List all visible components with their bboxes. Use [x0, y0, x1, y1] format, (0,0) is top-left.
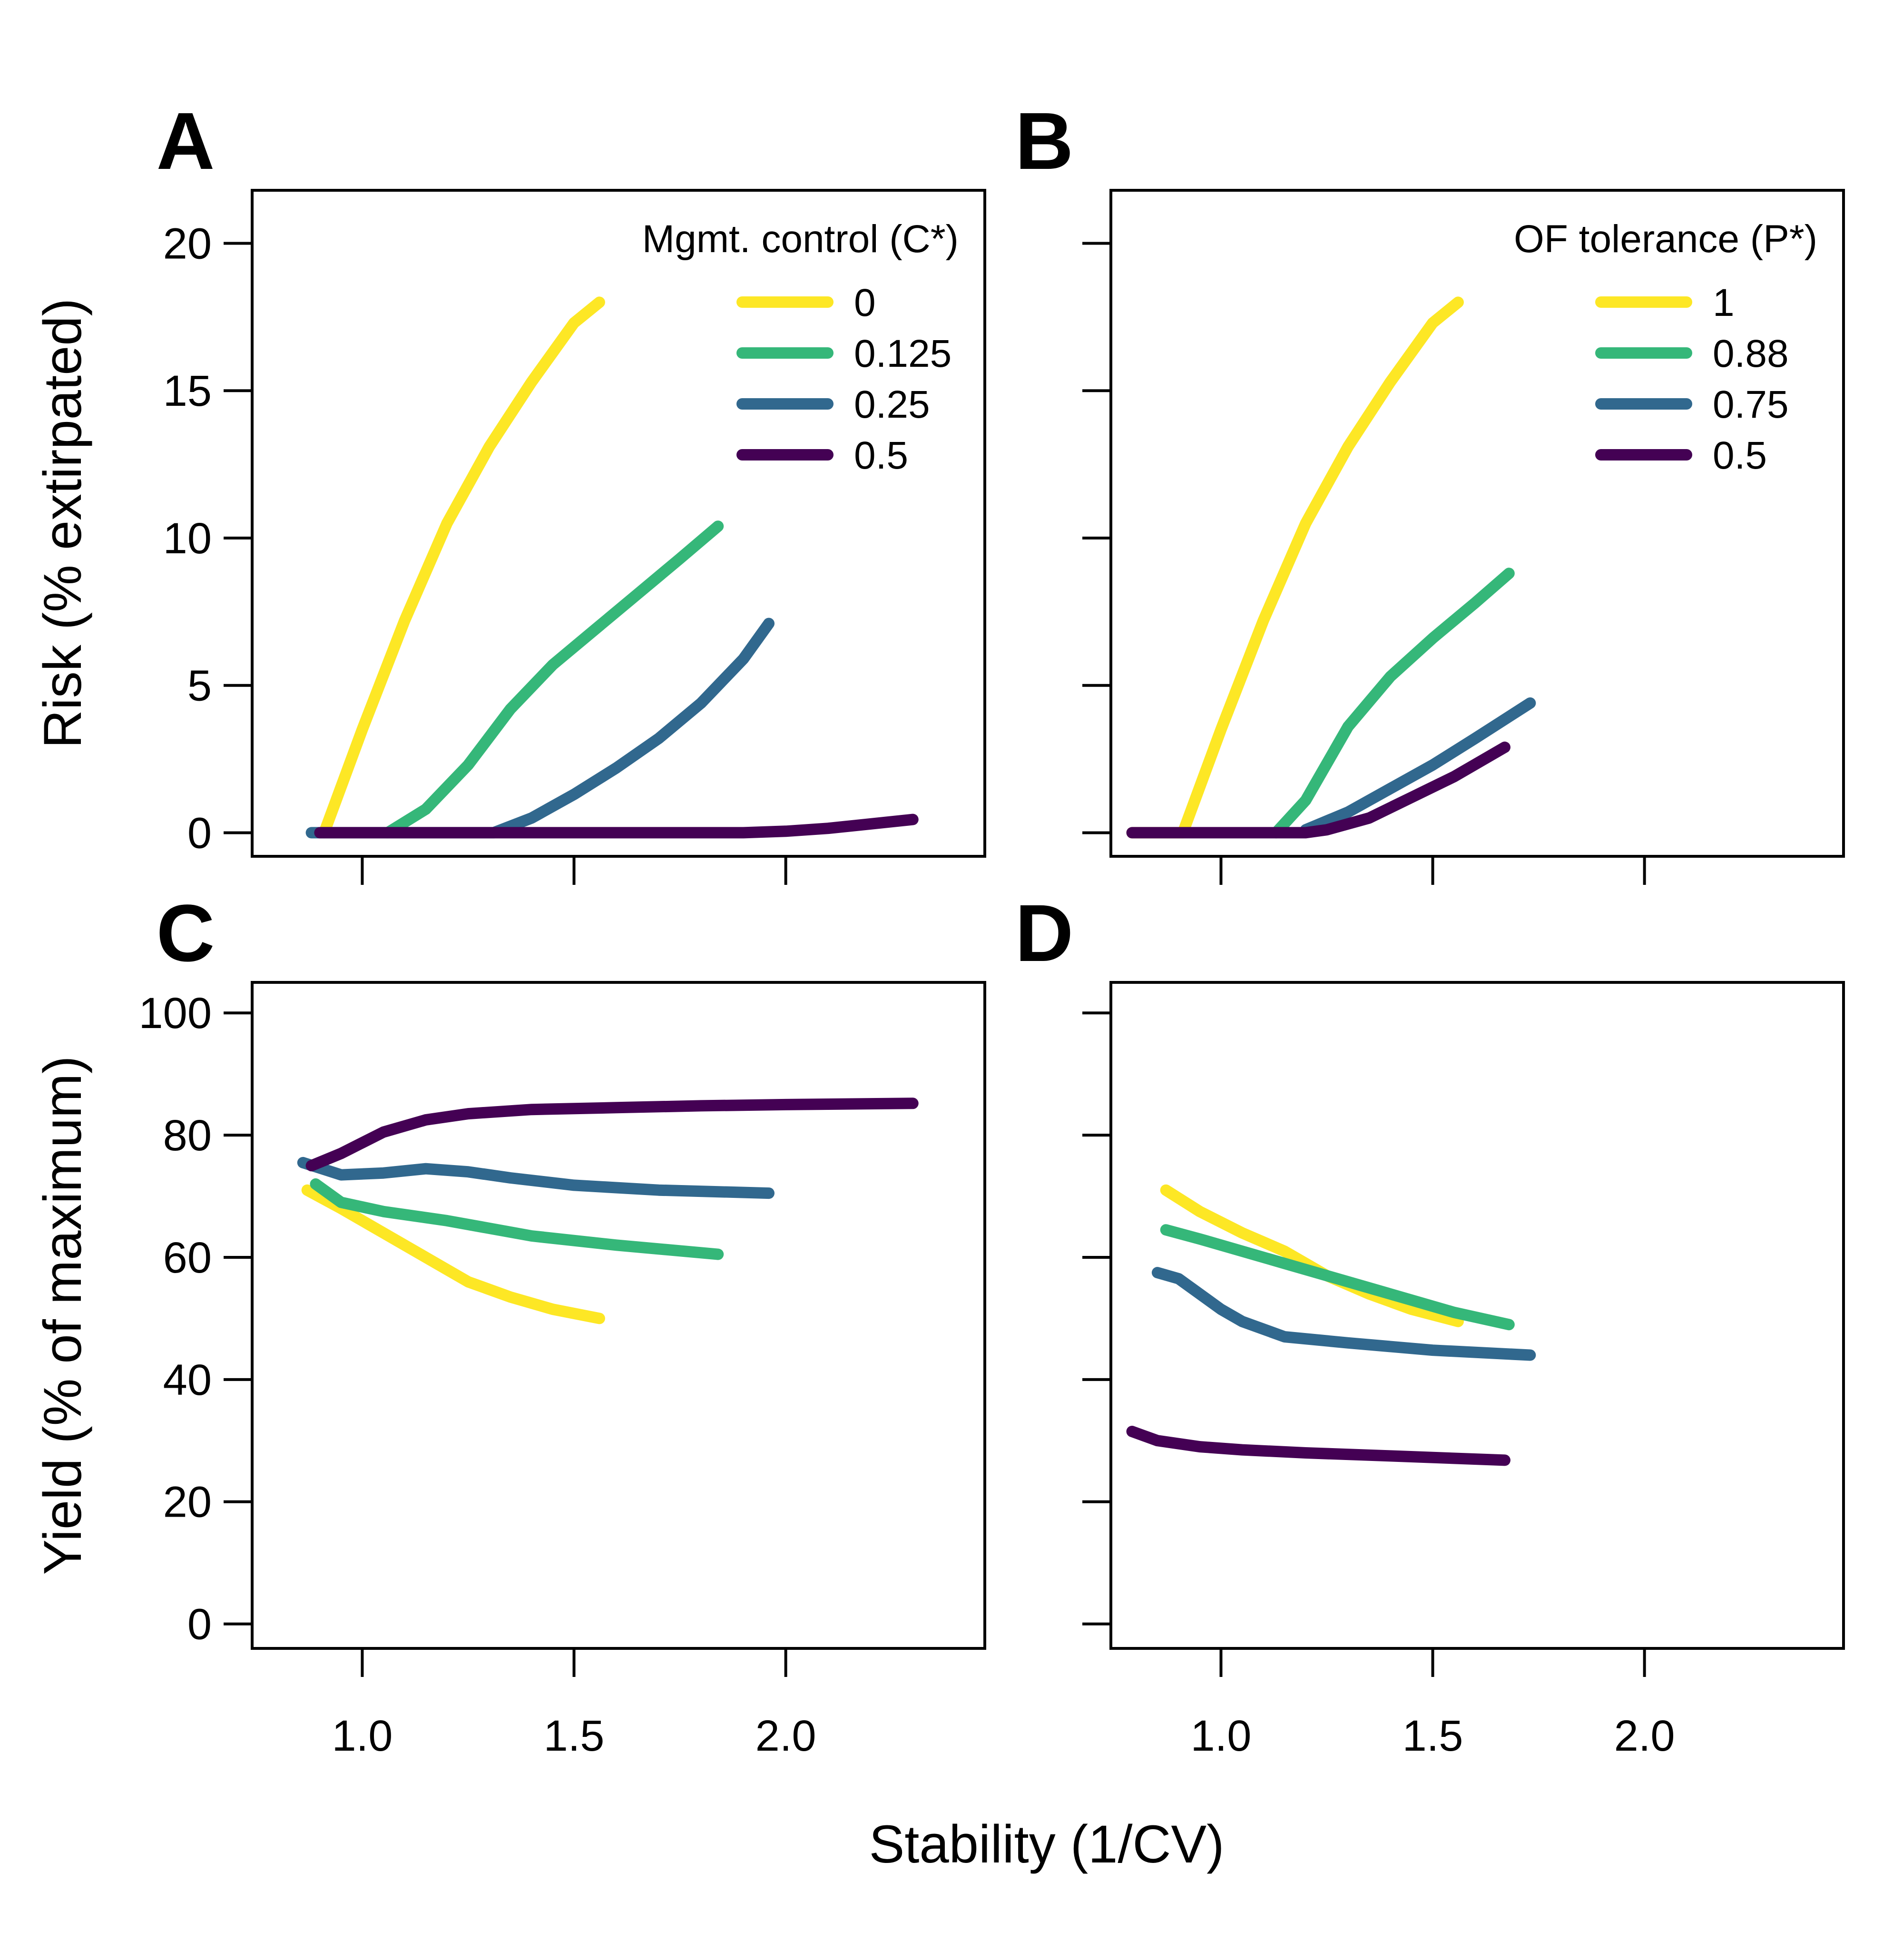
plot-frame [251, 981, 986, 1650]
legend-label: 0.25 [854, 383, 930, 426]
y-tick-label: 80 [163, 1111, 212, 1160]
panel-a: A 0 5 10 15 20 Risk (% extirpated) Mgmt. contro… [33, 96, 986, 885]
series-line-0-75 [1151, 1267, 1536, 1361]
legend-label: 0.125 [854, 332, 952, 375]
panel-b: B OF tolerance (P*) 1 0.88 0.75 0.5 [1015, 96, 1845, 885]
legend-label: 0.75 [1713, 383, 1789, 426]
panel-letter-c: C [157, 888, 215, 979]
x-tick-label: 2.0 [755, 1712, 816, 1760]
panel-c: C 0 20 40 60 80 100 1.0 1.5 2.0 Yield (% of maximu… [33, 888, 986, 1760]
series-line-1 [1160, 1184, 1464, 1327]
y-tick-label: 20 [163, 220, 212, 268]
series-line-0-5 [1126, 1426, 1511, 1466]
plot-frame [1109, 189, 1845, 858]
series-line-0-125 [382, 520, 724, 839]
series-line-0-75 [1300, 697, 1536, 836]
series-line-0 [301, 1184, 605, 1324]
legend-label: 1 [1713, 281, 1735, 324]
y-tick-label: 5 [187, 662, 212, 710]
legend-label: 0.5 [1713, 434, 1767, 477]
y-axis-title: Yield (% of maximum) [33, 1056, 92, 1575]
plot-frame [1109, 981, 1845, 1650]
plot-frame [251, 189, 986, 858]
series-line-0-5 [305, 1098, 919, 1172]
y-tick-label: 20 [163, 1478, 212, 1527]
x-tick-label: 1.0 [332, 1712, 392, 1760]
series-line-0-125 [310, 1178, 724, 1260]
series-line-1 [1126, 296, 1464, 839]
legend-title: OF tolerance (P*) [1514, 217, 1817, 261]
legend-title: Mgmt. control (C*) [642, 217, 959, 261]
legend-label: 0.5 [854, 434, 908, 477]
y-axis-title: Risk (% extirpated) [33, 298, 92, 748]
series-line-0-88 [1160, 1224, 1515, 1331]
panel-letter-d: D [1015, 888, 1074, 979]
series-line-0-88 [1270, 568, 1515, 839]
legend-label: 0.88 [1713, 332, 1789, 375]
shared-x-axis-title: Stability (1/CV) [869, 1814, 1225, 1874]
y-tick-label: 10 [163, 514, 212, 563]
y-tick-label: 40 [163, 1356, 212, 1404]
y-tick-label: 100 [139, 989, 212, 1038]
x-tick-label: 1.5 [544, 1712, 605, 1760]
series-line-0-5 [1126, 741, 1511, 839]
y-tick-label: 0 [187, 809, 212, 857]
panel-letter-b: B [1015, 96, 1074, 186]
series-line-0-25 [297, 1156, 775, 1199]
legend-label: 0 [854, 281, 876, 324]
x-tick-label: 2.0 [1614, 1712, 1675, 1760]
series-line-0-5 [314, 813, 919, 839]
series-line-0 [318, 296, 605, 839]
x-tick-label: 1.0 [1190, 1712, 1251, 1760]
y-tick-label: 15 [163, 367, 212, 415]
x-tick-label: 1.5 [1403, 1712, 1463, 1760]
panel-letter-a: A [157, 96, 215, 186]
panel-d: D 1.0 1.5 2.0 [1015, 888, 1845, 1760]
y-tick-label: 60 [163, 1234, 212, 1282]
y-tick-label: 0 [187, 1600, 212, 1649]
